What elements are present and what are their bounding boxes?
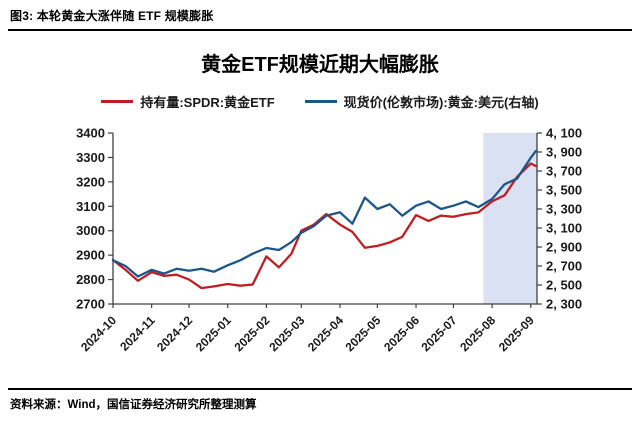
svg-text:2, 500: 2, 500	[546, 278, 582, 293]
svg-text:2025-02: 2025-02	[231, 313, 272, 354]
svg-text:3, 500: 3, 500	[546, 183, 582, 198]
svg-text:2024-10: 2024-10	[78, 313, 119, 354]
svg-text:3, 100: 3, 100	[546, 221, 582, 236]
chart-legend: 持有量:SPDR:黄金ETF 现货价(伦敦市场):黄金:美元(右轴)	[0, 92, 640, 111]
chart-title: 黄金ETF规模近期大幅膨胀	[201, 54, 439, 76]
svg-text:3100: 3100	[76, 199, 105, 214]
chart-svg: 3400 3300 3200 3100 3000 2900 2800 2700 4, 100 3,…	[76, 126, 582, 355]
legend-item-etf-holdings: 持有量:SPDR:黄金ETF	[101, 92, 275, 111]
svg-text:2, 900: 2, 900	[546, 240, 582, 255]
svg-text:3300: 3300	[76, 150, 105, 165]
blue-line-swatch-icon	[304, 100, 337, 103]
figure-caption: 图3: 本轮黄金大涨伴随 ETF 规模膨胀	[10, 9, 214, 23]
svg-text:2025-01: 2025-01	[193, 313, 234, 354]
svg-text:2025-03: 2025-03	[266, 313, 307, 354]
svg-text:2, 700: 2, 700	[546, 259, 582, 274]
svg-text:3, 900: 3, 900	[546, 145, 582, 160]
svg-text:2025-06: 2025-06	[381, 313, 422, 354]
svg-text:2025-04: 2025-04	[305, 313, 346, 354]
svg-text:3, 300: 3, 300	[546, 202, 582, 217]
svg-text:3000: 3000	[76, 223, 105, 238]
svg-text:2025-09: 2025-09	[496, 313, 537, 354]
svg-text:2024-11: 2024-11	[117, 313, 158, 354]
svg-text:2700: 2700	[76, 297, 105, 312]
svg-text:2900: 2900	[76, 248, 105, 263]
legend-label-spot-price: 现货价(伦敦市场):黄金:美元(右轴)	[343, 95, 539, 110]
svg-text:2800: 2800	[76, 272, 105, 287]
svg-text:4, 100: 4, 100	[546, 126, 582, 141]
svg-text:3400: 3400	[76, 126, 105, 141]
svg-text:3200: 3200	[76, 174, 105, 189]
legend-item-spot-price: 现货价(伦敦市场):黄金:美元(右轴)	[304, 92, 539, 111]
svg-text:2025-07: 2025-07	[419, 313, 460, 354]
source-note: 资料来源：Wind，国信证券经济研究所整理测算	[10, 399, 257, 411]
header-divider	[8, 29, 632, 31]
svg-text:2025-08: 2025-08	[457, 313, 498, 354]
svg-text:2024-12: 2024-12	[154, 313, 195, 354]
footer-divider	[8, 388, 632, 390]
legend-label-etf-holdings: 持有量:SPDR:黄金ETF	[140, 95, 275, 110]
svg-text:2025-05: 2025-05	[342, 313, 383, 354]
svg-text:2, 300: 2, 300	[546, 297, 582, 312]
red-line-swatch-icon	[101, 100, 134, 103]
svg-text:3, 700: 3, 700	[546, 164, 582, 179]
